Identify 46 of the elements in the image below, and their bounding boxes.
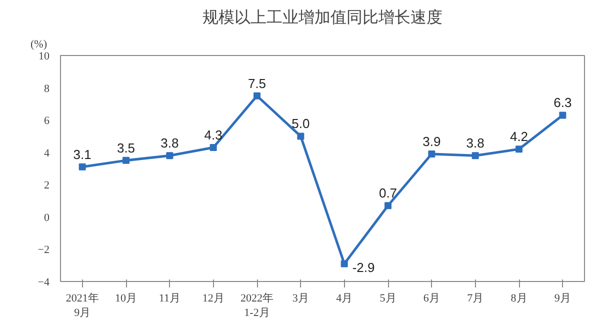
chart-title: 规模以上工业增加值同比增长速度 <box>202 8 442 26</box>
x-tick-label: 8月 <box>510 292 528 304</box>
y-tick-label: 2 <box>44 180 50 192</box>
x-tick-label: 10月 <box>115 292 137 304</box>
x-tick-label: 4月 <box>336 292 353 304</box>
text: 5.0 <box>292 116 310 132</box>
point <box>166 152 174 160</box>
y-tick-label: 4 <box>44 147 50 160</box>
text: 0.7 <box>378 186 398 201</box>
x-tick-label: 9月 <box>554 292 571 304</box>
x-tick-label: 5月 <box>380 292 396 304</box>
point <box>428 150 436 158</box>
point <box>559 112 566 119</box>
x-tick-label: 11月 <box>158 292 180 304</box>
y-tick-label: 10 <box>38 50 50 62</box>
text: 4.3 <box>204 128 222 143</box>
x-tick-label: 2022年 1-2月 <box>240 292 274 319</box>
text: 3.9 <box>422 134 441 149</box>
point <box>340 260 348 268</box>
point <box>78 163 86 170</box>
y-tick-label: 6 <box>44 115 50 128</box>
y-tick-label: 8 <box>44 82 50 95</box>
y-tick-label: −2 <box>38 244 50 256</box>
x-tick-label: 7月 <box>467 292 484 304</box>
text: 4.2 <box>510 129 528 144</box>
text: 7.5 <box>248 76 266 91</box>
text: 6.3 <box>554 95 572 110</box>
point <box>384 202 392 210</box>
text: 3.5 <box>116 140 136 156</box>
text: 3.8 <box>160 136 179 151</box>
x-tick-label: 2021年 9月 <box>66 292 99 319</box>
text: 3.8 <box>466 136 484 151</box>
y-tick-label: 0 <box>44 212 50 224</box>
point <box>122 156 130 164</box>
x-tick-label: 3月 <box>292 292 309 304</box>
y-axis-title: (%) <box>30 38 48 50</box>
point <box>210 144 217 152</box>
point <box>472 152 479 160</box>
point <box>516 146 522 153</box>
point <box>297 132 304 140</box>
y-tick-label: −4 <box>38 276 50 288</box>
text: -2.9 <box>352 260 375 276</box>
x-tick-label: 12月 <box>202 292 224 304</box>
text: 3.1 <box>73 146 92 162</box>
x-tick-label: 6月 <box>423 292 440 304</box>
point <box>254 92 260 100</box>
